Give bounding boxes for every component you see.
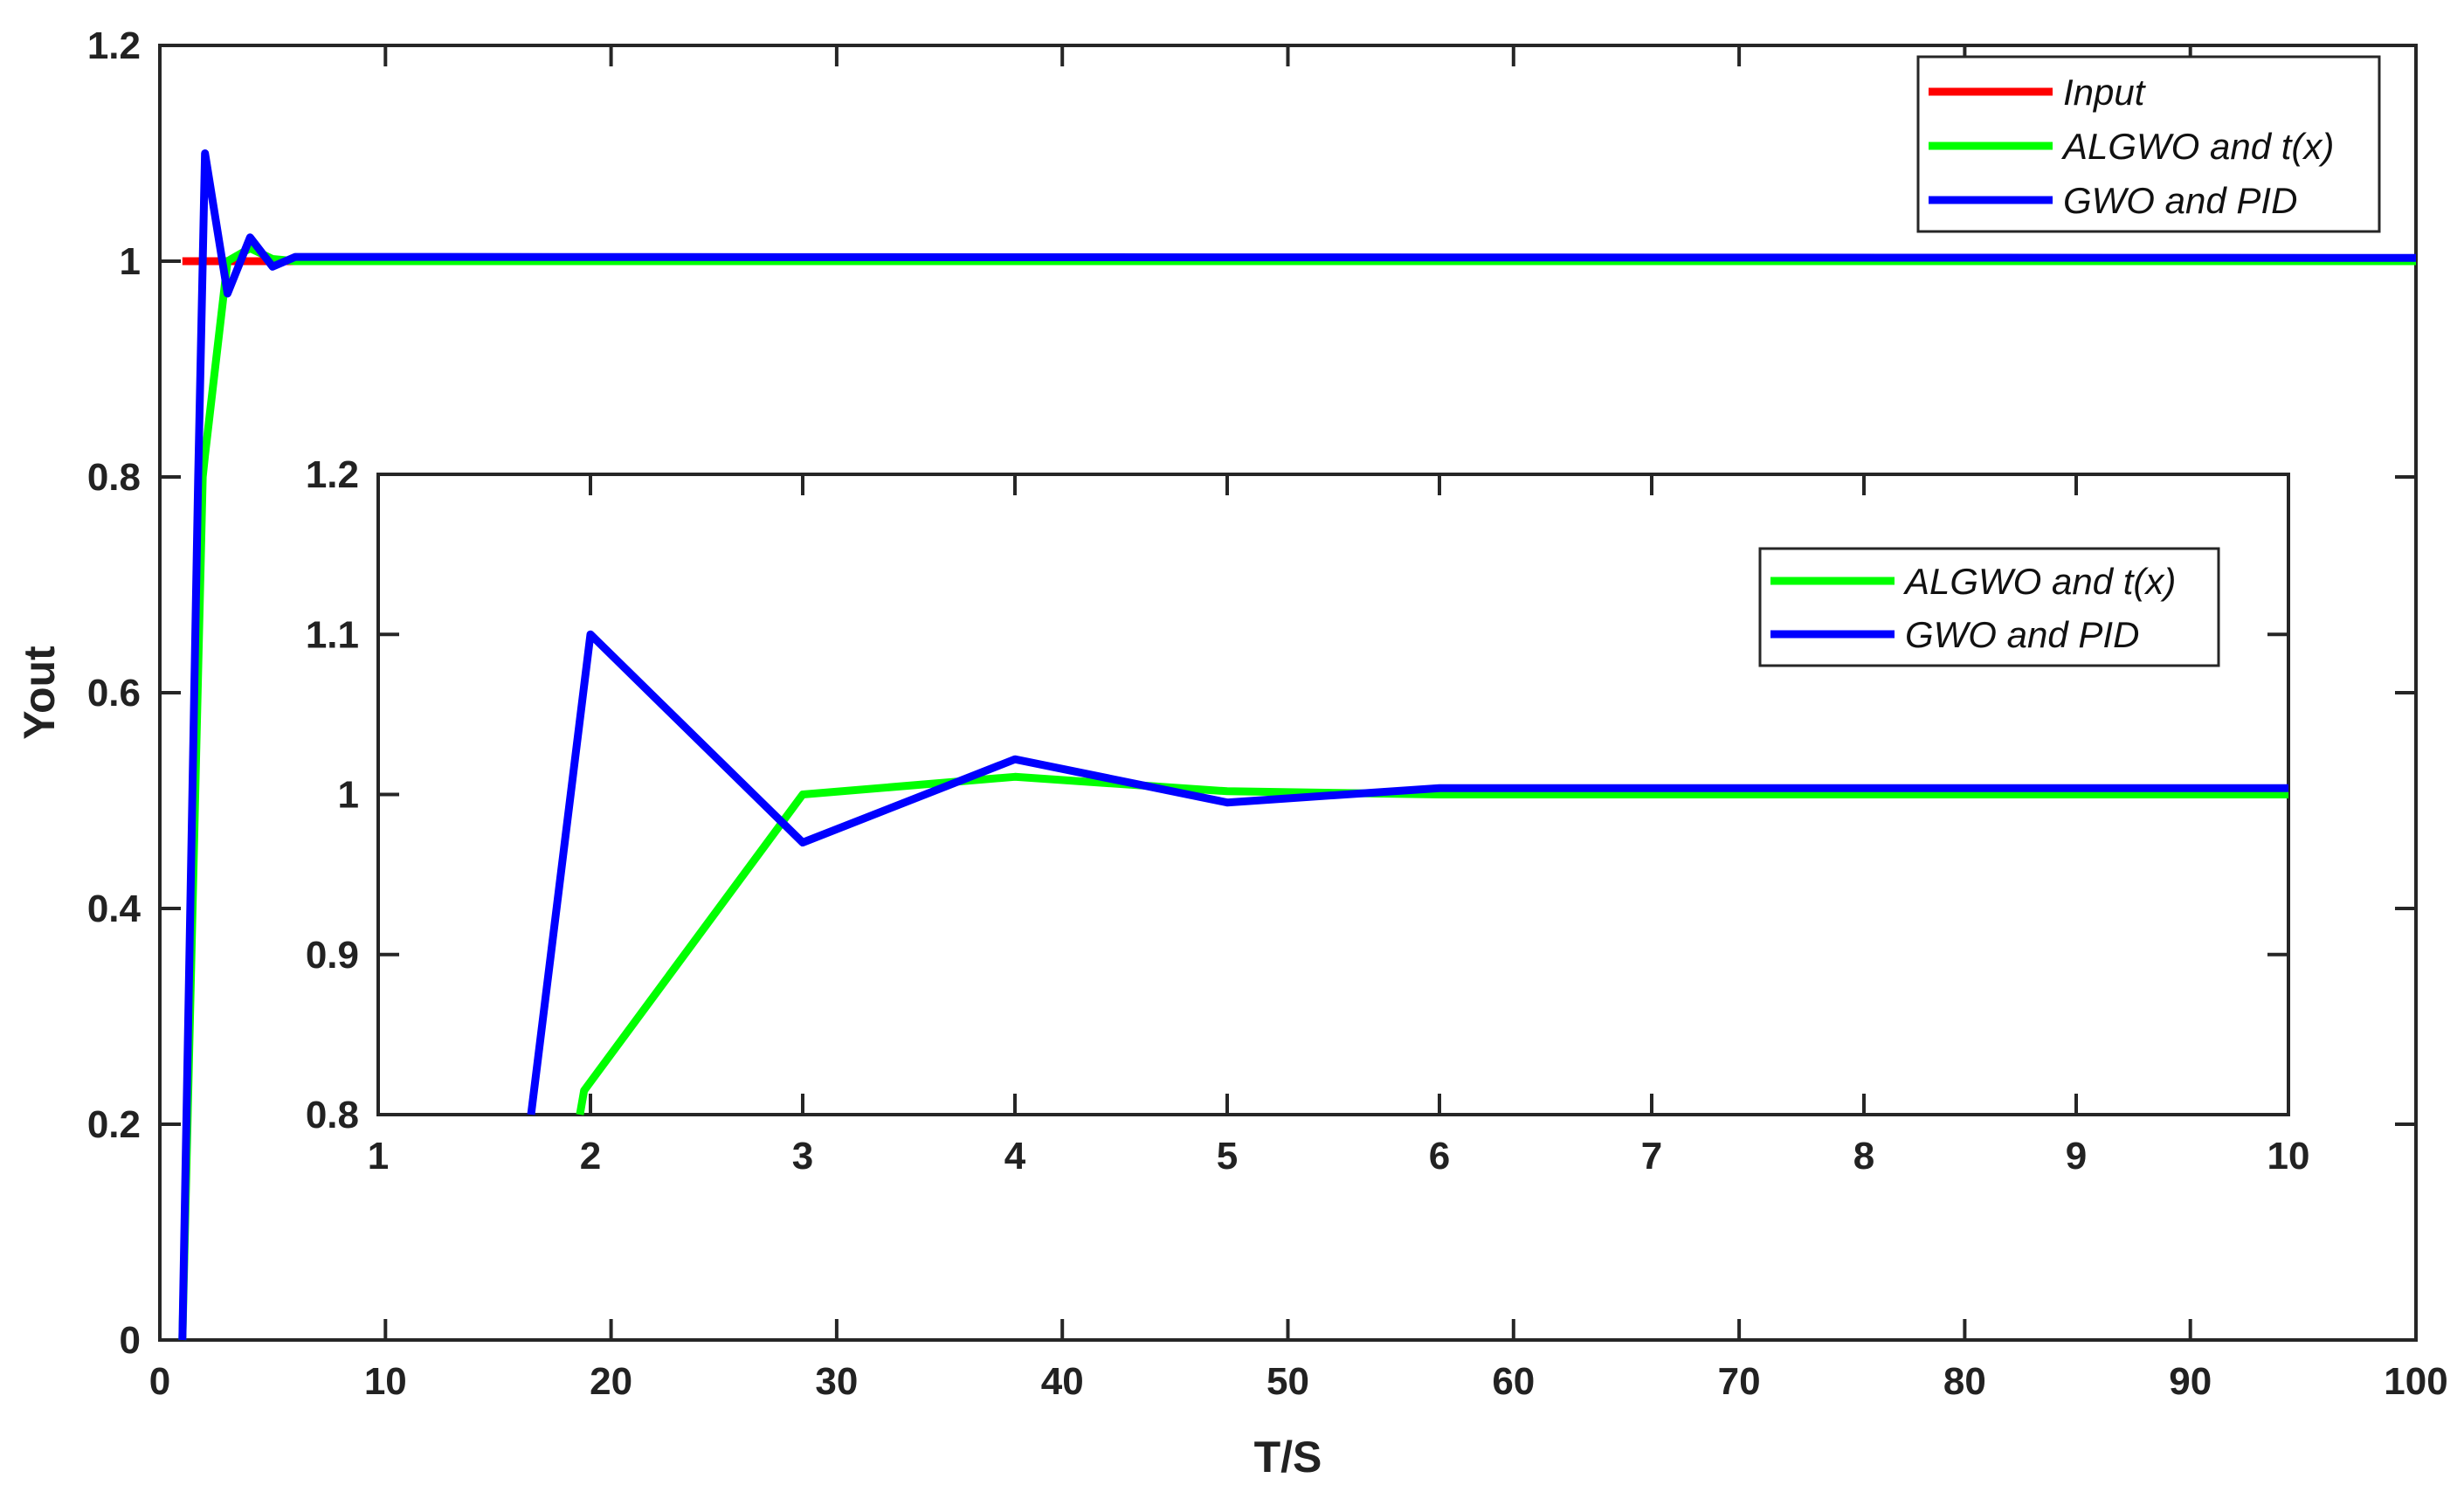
main-series — [178, 149, 2416, 1341]
y-tick-label: 0.2 — [87, 1103, 141, 1146]
series-line-2 — [178, 149, 2416, 1341]
y-tick-label: 1 — [338, 774, 359, 817]
x-tick-label: 40 — [1041, 1360, 1084, 1403]
inset-tick-labels: 1 2 3 4 5 6 7 8 9 10 0.8 0.9 1 1.1 1.2 — [306, 453, 2310, 1178]
x-tick-label: 30 — [815, 1360, 858, 1403]
series-line-1 — [527, 630, 2288, 1115]
x-tick-label: 8 — [1853, 1135, 1874, 1178]
inset-ticks — [376, 473, 2290, 1116]
y-tick-label: 0.8 — [306, 1094, 359, 1136]
x-tick-label: 50 — [1267, 1360, 1309, 1403]
x-tick-label: 100 — [2384, 1360, 2447, 1403]
y-tick-label: 1.2 — [87, 24, 141, 67]
x-tick-label: 7 — [1641, 1135, 1662, 1178]
x-axis-label: T/S — [1254, 1433, 1322, 1482]
x-tick-label: 60 — [1492, 1360, 1535, 1403]
y-tick-label: 0 — [120, 1319, 141, 1362]
x-tick-label: 10 — [2267, 1135, 2310, 1178]
series-line-0 — [576, 772, 2288, 1115]
x-tick-label: 80 — [1943, 1360, 1986, 1403]
y-tick-label: 0.4 — [87, 888, 141, 930]
x-tick-label: 20 — [590, 1360, 632, 1403]
x-tick-label: 4 — [1004, 1135, 1026, 1178]
legend-label: GWO and PID — [1905, 614, 2139, 655]
inset-legend: ALGWO and t(x) GWO and PID — [1758, 547, 2220, 667]
y-tick-label: 0.9 — [306, 934, 359, 977]
main-legend: Input ALGWO and t(x) GWO and PID — [1916, 55, 2381, 233]
x-tick-label: 9 — [2066, 1135, 2087, 1178]
x-tick-label: 0 — [149, 1360, 170, 1403]
y-tick-label: 0.8 — [87, 456, 141, 499]
x-tick-label: 90 — [2169, 1360, 2212, 1403]
legend-label: ALGWO and t(x) — [1902, 561, 2176, 602]
y-tick-label: 1 — [120, 240, 141, 283]
x-tick-label: 1 — [368, 1135, 389, 1178]
x-tick-label: 6 — [1429, 1135, 1450, 1178]
x-tick-label: 10 — [364, 1360, 407, 1403]
y-tick-label: 1.2 — [306, 453, 359, 496]
x-tick-label: 2 — [580, 1135, 601, 1178]
y-tick-label: 0.6 — [87, 672, 141, 715]
series-line-1 — [178, 244, 2416, 1341]
legend-box — [1758, 547, 2220, 667]
y-axis-label: Yout — [15, 646, 64, 740]
x-tick-label: 70 — [1718, 1360, 1761, 1403]
legend-label: ALGWO and t(x) — [2060, 126, 2334, 167]
inset-series — [527, 630, 2288, 1115]
inset-plot: 1 2 3 4 5 6 7 8 9 10 0.8 0.9 1 1.1 1.2 ALGWO and t(x) G… — [306, 453, 2310, 1178]
x-tick-label: 5 — [1217, 1135, 1238, 1178]
y-tick-label: 1.1 — [306, 613, 359, 656]
legend-label: Input — [2063, 72, 2147, 113]
x-tick-label: 3 — [792, 1135, 813, 1178]
legend-label: GWO and PID — [2063, 180, 2297, 221]
